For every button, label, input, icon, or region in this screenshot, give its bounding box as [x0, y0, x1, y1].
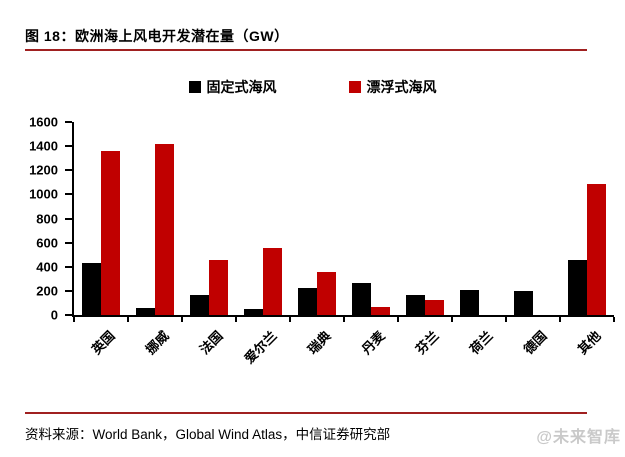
legend-item-fixed: 固定式海风 [188, 77, 277, 97]
y-tick-mark [65, 289, 72, 292]
category-group-丹麦 [344, 122, 398, 315]
footer-rule [25, 412, 587, 414]
legend-label-fixed: 固定式海风 [206, 79, 277, 95]
bar-fixed-挪威 [136, 307, 155, 315]
category-group-瑞典 [290, 122, 344, 315]
y-tick-mark [65, 193, 72, 196]
x-axis-label-德国: 德国 [521, 328, 551, 358]
bar-fixed-丹麦 [352, 283, 371, 315]
x-axis-label-英国: 英国 [89, 328, 119, 358]
x-axis-label-爱尔兰: 爱尔兰 [242, 328, 281, 367]
y-tick-mark [65, 217, 72, 220]
category-group-英国 [74, 122, 128, 315]
x-axis-label-挪威: 挪威 [143, 328, 173, 358]
floating-series-swatch-icon [348, 81, 361, 93]
bar-floating-瑞典 [317, 272, 336, 315]
bar-floating-挪威 [155, 143, 174, 315]
y-tick-mark [65, 265, 72, 268]
plot-area [74, 122, 614, 315]
y-tick-label-0: 0 [50, 307, 58, 323]
y-tick-mark [65, 121, 72, 123]
bar-fixed-瑞典 [298, 287, 317, 315]
y-tick-mark [65, 314, 72, 316]
x-axis-label-其他: 其他 [575, 328, 605, 358]
title-underline [25, 49, 587, 51]
x-axis-label-丹麦: 丹麦 [359, 328, 389, 358]
figure-title: 图 18：欧洲海上风电开发潜在量（GW） [25, 28, 289, 44]
legend-item-floating: 漂浮式海风 [348, 77, 437, 97]
y-tick-label-1400: 1400 [29, 138, 58, 154]
bar-chart [65, 121, 615, 322]
bar-floating-英国 [101, 150, 120, 315]
y-tick-label-1000: 1000 [29, 186, 58, 202]
category-group-德国 [506, 122, 560, 315]
category-group-挪威 [128, 122, 182, 315]
x-axis-label-瑞典: 瑞典 [305, 328, 335, 358]
bar-fixed-其他 [568, 260, 587, 315]
y-tick-label-800: 800 [36, 211, 58, 226]
y-tick-label-1200: 1200 [29, 162, 58, 178]
bar-fixed-英国 [82, 262, 101, 315]
x-axis-label-法国: 法国 [197, 328, 227, 358]
bar-fixed-芬兰 [406, 295, 425, 315]
y-tick-label-400: 400 [36, 259, 58, 275]
legend-label-floating: 漂浮式海风 [366, 79, 437, 95]
category-group-法国 [182, 122, 236, 315]
source-note: 资料来源：World Bank，Global Wind Atlas，中信证券研究… [25, 427, 391, 442]
y-tick-label-1600: 1600 [29, 114, 58, 130]
bar-fixed-法国 [190, 294, 209, 315]
category-group-爱尔兰 [236, 122, 290, 315]
category-group-荷兰 [452, 122, 506, 315]
watermark: @未来智库 [536, 429, 621, 446]
x-axis-labels: 英国 挪威 法国 爱尔兰 瑞典 丹麦 芬兰 荷兰 德国 其他 [72, 318, 612, 398]
y-tick-mark [65, 241, 72, 244]
y-tick-label-200: 200 [36, 283, 58, 299]
y-tick-label-600: 600 [36, 235, 58, 251]
bar-floating-芬兰 [425, 299, 444, 315]
y-tick-mark [65, 169, 72, 172]
category-group-其他 [560, 122, 614, 315]
category-group-芬兰 [398, 122, 452, 315]
fixed-series-swatch-icon [188, 81, 201, 93]
bar-floating-丹麦 [371, 306, 390, 315]
x-tick-mark [613, 317, 615, 322]
y-axis-labels: 0 200 400 600 800 1000 1200 1400 1600 [0, 116, 62, 322]
bar-fixed-德国 [514, 290, 533, 315]
bar-floating-法国 [209, 260, 228, 315]
y-tick-mark [65, 145, 72, 148]
bar-floating-爱尔兰 [263, 248, 282, 315]
chart-legend: 固定式海风 漂浮式海风 [0, 77, 625, 97]
x-axis-label-荷兰: 荷兰 [467, 328, 497, 358]
x-axis-label-芬兰: 芬兰 [413, 328, 443, 358]
bar-floating-其他 [587, 183, 606, 315]
bar-fixed-爱尔兰 [244, 308, 263, 315]
bar-fixed-荷兰 [460, 290, 479, 315]
